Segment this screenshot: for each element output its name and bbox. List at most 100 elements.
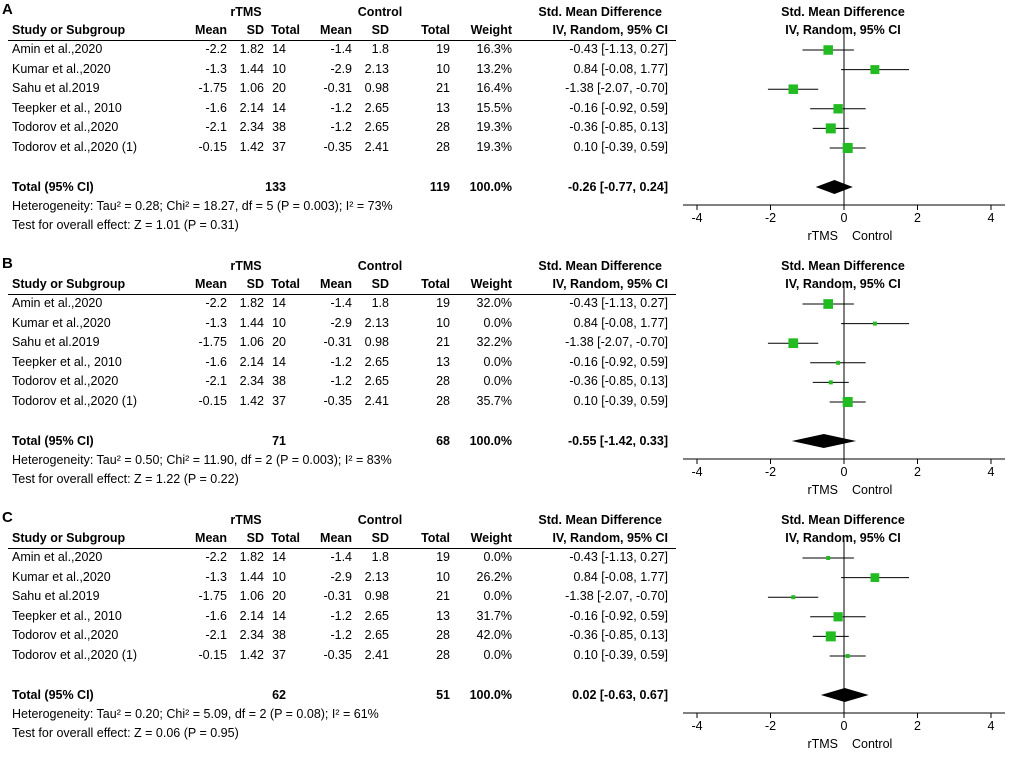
x-tick-label: -2 [764,465,777,479]
favours-left-label: rTMS [807,483,838,497]
point-estimate-marker [870,65,880,75]
study-ci: -1.38 [-2.07, -0.70] [565,335,668,350]
heterogeneity-text: Heterogeneity: Tau² = 0.28; Chi² = 18.27… [12,199,393,213]
point-estimate-marker [828,380,833,385]
rtms-total: 37 [272,394,286,408]
favours-left-label: rTMS [807,229,838,243]
rtms-sd: 1.06 [239,81,264,96]
study-ci: -1.38 [-2.07, -0.70] [565,589,668,604]
x-tick-label: 0 [840,465,848,479]
control-total: 28 [436,394,450,408]
rtms-sd: 1.82 [239,42,264,56]
control-total: 13 [436,608,450,623]
study-ci: -0.43 [-1.13, 0.27] [569,296,668,310]
study-name: Amin et al.,2020 [12,42,103,56]
total2-header: Total [421,23,450,37]
study-ci: -0.36 [-0.85, 0.13] [569,120,668,135]
total-rtms-n: 71 [272,434,286,448]
rtms-mean: -1.6 [205,354,227,369]
study-name: Amin et al.,2020 [12,550,103,564]
control-mean: -1.4 [330,296,352,310]
rtms-mean: -2.1 [205,120,227,135]
rtms-total: 37 [272,140,286,154]
x-tick-label: -4 [691,719,703,733]
study-name: Amin et al.,2020 [12,296,103,310]
study-header: Study or Subgroup [12,23,126,37]
rtms-mean: -2.2 [205,550,227,564]
plot-title-header: Std. Mean Difference [781,5,905,19]
point-estimate-marker [836,360,841,365]
rtms-mean: -1.75 [198,335,228,350]
effect-method-header: IV, Random, 95% CI [552,23,668,37]
mean1-header: Mean [195,277,227,291]
rtms-mean: -1.75 [198,589,228,604]
study-name: Kumar et al.,2020 [12,569,111,584]
study-name: Todorov et al.,2020 (1) [12,648,138,662]
control-sd: 0.98 [364,81,389,96]
study-weight: 0.0% [483,374,513,389]
study-ci: 0.84 [-0.08, 1.77] [573,569,668,584]
group1-header: rTMS [230,5,262,19]
study-name: Todorov et al.,2020 (1) [12,394,138,408]
rtms-mean: -2.1 [205,374,227,389]
sd2-header: SD [371,277,389,291]
rtms-total: 38 [272,374,286,389]
point-estimate-marker [788,338,799,349]
total-weight: 100.0% [469,434,512,448]
control-total: 21 [436,589,450,604]
study-ci: 0.84 [-0.08, 1.77] [573,61,668,76]
study-weight: 0.0% [483,354,513,369]
sd1-header: SD [246,531,264,545]
control-sd: 2.13 [364,61,389,76]
rtms-mean: -1.3 [205,569,227,584]
control-total: 10 [436,315,450,330]
plot-method-header: IV, Random, 95% CI [785,277,901,291]
control-sd: 1.8 [371,550,389,564]
control-total: 19 [436,550,450,564]
total1-header: Total [271,531,300,545]
study-weight: 0.0% [483,315,513,330]
group1-header: rTMS [230,513,262,527]
study-name: Teepker et al., 2010 [12,354,122,369]
forest-plot-area [683,32,1005,210]
total-control-n: 51 [436,688,450,702]
control-mean: -1.2 [330,608,352,623]
study-weight: 31.7% [476,608,512,623]
control-total: 21 [436,81,450,96]
rtms-sd: 1.44 [239,315,264,330]
x-tick-label: -4 [691,465,703,479]
study-weight: 32.0% [476,296,512,310]
effect-title-header: Std. Mean Difference [538,259,662,273]
total-label: Total (95% CI) [12,434,94,448]
point-estimate-marker [833,104,843,114]
control-sd: 2.65 [364,354,389,369]
control-total: 19 [436,42,450,56]
control-mean: -1.2 [330,100,352,115]
point-estimate-marker [845,654,850,658]
group1-header: rTMS [230,259,262,273]
rtms-total: 14 [272,296,286,310]
mean1-header: Mean [195,531,227,545]
control-total: 21 [436,335,450,350]
study-ci: 0.84 [-0.08, 1.77] [573,315,668,330]
mean2-header: Mean [320,23,352,37]
control-sd: 1.8 [371,296,389,310]
header-divider [8,294,676,295]
total-rtms-n: 62 [272,688,286,702]
control-mean: -2.9 [330,315,352,330]
control-sd: 0.98 [364,335,389,350]
point-estimate-marker [870,573,880,582]
point-estimate-marker [833,612,843,622]
rtms-sd: 2.34 [239,120,264,135]
point-estimate-marker [788,84,799,94]
group2-header: Control [357,513,403,527]
favours-right-label: Control [852,737,893,751]
x-tick-label: -4 [691,211,703,225]
point-estimate-marker [823,45,833,55]
study-name: Todorov et al.,2020 [12,120,119,135]
rtms-mean: -2.1 [205,628,227,643]
control-total: 28 [436,140,450,154]
mean2-header: Mean [320,531,352,545]
